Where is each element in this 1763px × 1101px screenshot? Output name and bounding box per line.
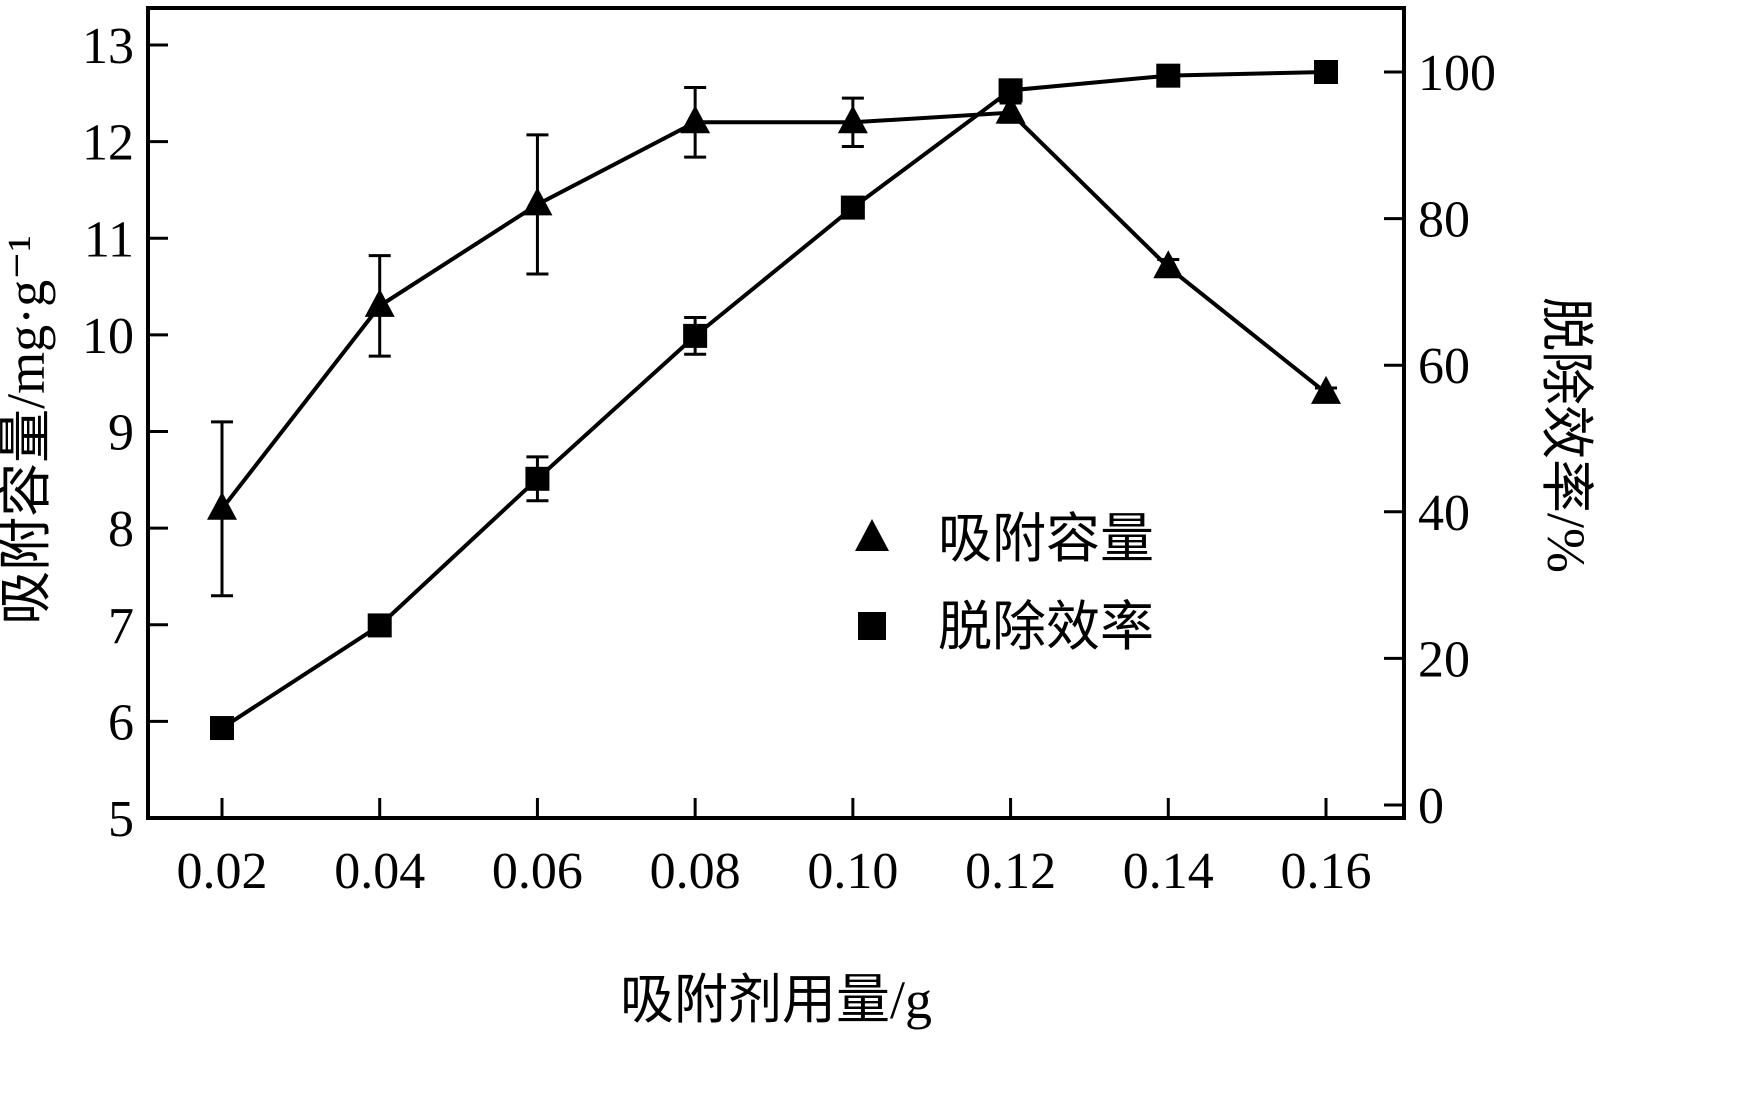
efficiency-marker — [367, 613, 392, 638]
x-tick-label: 0.04 — [334, 843, 425, 900]
capacity-marker — [1153, 250, 1184, 279]
capacity-marker — [837, 105, 868, 134]
capacity-marker — [522, 187, 553, 216]
left-tick-label: 6 — [108, 694, 134, 751]
x-tick-label: 0.02 — [177, 843, 268, 900]
left-tick-label: 12 — [82, 115, 134, 172]
capacity-marker — [995, 95, 1026, 124]
left-tick-label: 10 — [82, 308, 134, 365]
legend-label: 脱除效率 — [938, 597, 1154, 657]
series-capacity-line — [220, 110, 1328, 511]
capacity-marker — [207, 491, 237, 520]
x-axis-label: 吸附剂用量/g — [620, 970, 932, 1030]
x-tick-label: 0.10 — [807, 843, 898, 900]
efficiency-marker — [998, 78, 1023, 103]
right-axis-label: 脱除效率/% — [1536, 297, 1596, 573]
efficiency-marker — [840, 195, 865, 220]
left-tick-label: 11 — [84, 211, 134, 268]
plot-frame — [146, 6, 1406, 820]
right-tick-label: 0 — [1418, 778, 1444, 835]
left-tick-label: 7 — [108, 598, 134, 655]
legend-triangle-icon — [855, 519, 889, 551]
x-tick-label: 0.06 — [492, 843, 583, 900]
right-tick-label: 60 — [1418, 338, 1470, 395]
efficiency-marker — [525, 466, 550, 491]
capacity-marker — [364, 288, 395, 317]
right-tick-label: 80 — [1418, 192, 1470, 249]
right-tick-label: 20 — [1418, 631, 1470, 688]
x-tick-label: 0.14 — [1123, 843, 1214, 900]
left-tick-label: 9 — [108, 405, 134, 462]
x-tick-label: 0.08 — [650, 843, 741, 900]
right-tick-label: 40 — [1418, 485, 1470, 542]
legend-square-icon — [858, 612, 886, 640]
right-tick-label: 100 — [1418, 45, 1496, 102]
left-axis-label: 吸附容量/mg·g⁻¹ — [0, 235, 56, 625]
capacity-marker — [680, 105, 711, 134]
series-efficiency-line — [220, 70, 1327, 730]
left-tick-label: 13 — [82, 18, 134, 75]
legend-label: 吸附容量 — [938, 509, 1154, 569]
series-efficiency — [210, 60, 1338, 741]
efficiency-marker — [1314, 60, 1338, 84]
efficiency-marker — [1156, 63, 1181, 88]
capacity-marker — [1311, 375, 1341, 404]
x-tick-label: 0.16 — [1281, 843, 1372, 900]
efficiency-marker — [210, 716, 234, 741]
left-tick-label: 5 — [108, 791, 134, 848]
x-tick-label: 0.12 — [965, 843, 1056, 900]
efficiency-marker — [683, 323, 708, 348]
series-capacity — [207, 86, 1341, 598]
left-tick-label: 8 — [108, 501, 134, 558]
